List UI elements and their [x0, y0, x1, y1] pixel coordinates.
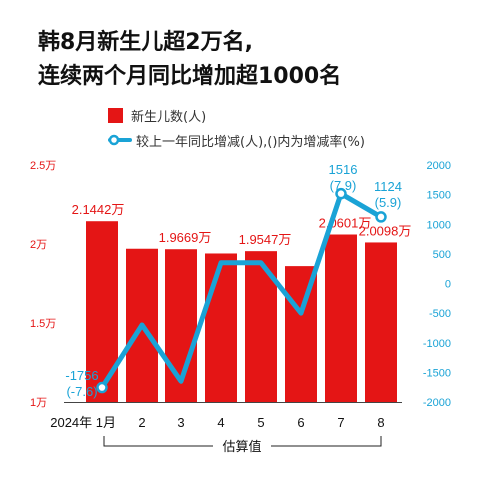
x-tick-label: 5: [257, 415, 264, 430]
line-point: [375, 211, 387, 223]
y-left-tick-label: 1万: [30, 397, 47, 409]
y-right-tick-label: 500: [433, 249, 451, 261]
y-right-tick-label: 0: [445, 279, 451, 291]
x-tick-label: 6: [297, 415, 304, 430]
x-tick-label: 2024年 1月: [50, 415, 116, 430]
legend-line-swatch: [108, 134, 132, 146]
legend-bar-label: 新生儿数(人): [131, 109, 207, 125]
bar-data-label: 1.9669万: [159, 230, 212, 245]
line-data-label-rate: (-7.6): [66, 384, 97, 399]
bar: [325, 234, 357, 402]
x-tick-label: 3: [177, 415, 184, 430]
line-data-label: 1516: [329, 162, 358, 177]
estimate-bracket-label: 估算值: [222, 439, 261, 454]
bar-data-label: 2.1442万: [72, 202, 125, 217]
chart-title: 韩8月新生儿超2万名, 连续两个月同比增加超1000名: [38, 26, 341, 94]
estimate-bracket-gap: [213, 436, 271, 456]
y-right-tick-label: -500: [429, 308, 451, 320]
line-point: [335, 187, 347, 200]
line-series: [99, 191, 384, 391]
legend-item-line: 较上一年同比增减(人),()内为增减率(%): [108, 131, 365, 150]
legend-item-bars: 新生儿数(人): [108, 106, 207, 125]
line-data-label-rate: (7.9): [330, 178, 357, 193]
chart-title-line-2: 连续两个月同比增加超1000名: [38, 64, 342, 89]
x-tick-label: 2: [138, 415, 145, 430]
line-data-label: -1756: [65, 368, 98, 383]
bar-data-label: 1.9547万: [239, 232, 292, 247]
x-tick-label: 7: [337, 415, 344, 430]
y-right-tick-label: -2000: [423, 397, 451, 409]
bar: [365, 242, 397, 402]
y-left-tick-label: 2万: [30, 239, 47, 251]
y-left-tick-label: 1.5万: [30, 318, 56, 330]
y-left-tick-label: 2.5万: [30, 160, 56, 172]
bar-data-label: 2.0098万: [359, 223, 412, 238]
y-right-tick-label: -1500: [423, 367, 451, 379]
chart-title-line-1: 韩8月新生儿超2万名,: [38, 30, 253, 55]
y-right-tick-label: 1000: [427, 219, 451, 231]
legend-bar-swatch: [108, 107, 123, 123]
x-tick-label: 4: [217, 415, 224, 430]
x-tick-label: 8: [377, 415, 384, 430]
line-data-label-rate: (5.9): [375, 195, 402, 210]
y-right-tick-label: 2000: [427, 160, 451, 172]
line-data-label: 1124: [374, 179, 402, 194]
y-right-tick-label: -1000: [423, 338, 451, 350]
y-right-tick-label: 1500: [427, 190, 451, 202]
legend-line-label: 较上一年同比增减(人),()内为增减率(%): [136, 134, 365, 150]
line-point: [96, 381, 108, 394]
bar: [205, 253, 237, 402]
